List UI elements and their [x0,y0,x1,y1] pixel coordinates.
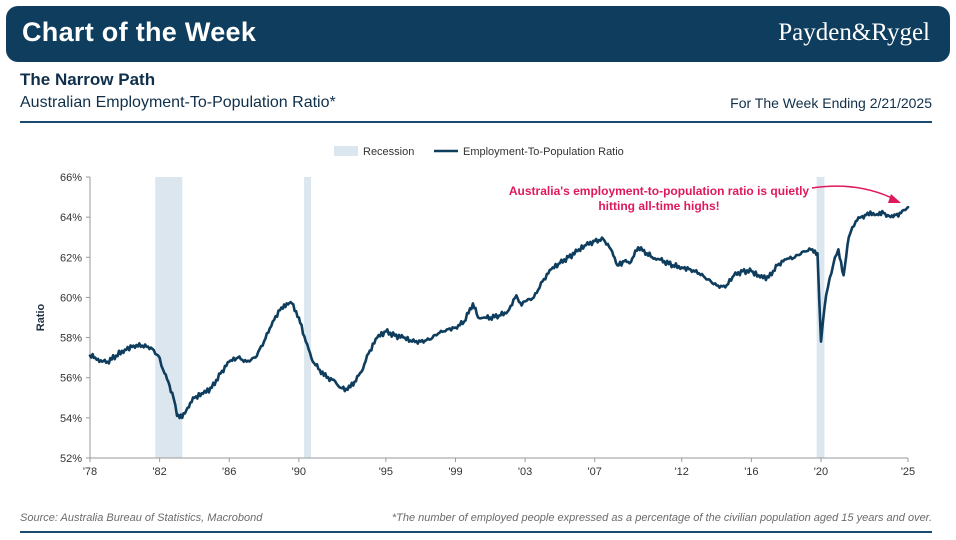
annotation-arrow [811,185,899,202]
recession-band [155,177,183,458]
y-tick-label: 64% [60,212,82,224]
y-tick-label: 52% [60,453,82,465]
banner: Chart of the Week Payden&Rygel [6,6,950,62]
week-ending-label: For The Week Ending 2/21/2025 [730,95,932,111]
chart-subtitle: Australian Employment-To-Population Rati… [20,94,336,111]
x-tick-label: '03 [518,466,532,478]
x-tick-label: '82 [152,466,166,478]
legend-recession-label: Recession [363,146,414,158]
x-tick-label: '95 [379,466,393,478]
header-divider [20,121,932,123]
series-line-employment-ratio [88,205,910,420]
footer-divider [20,531,932,533]
y-tick-label: 56% [60,373,82,385]
x-tick-label: '07 [588,466,602,478]
legend-line-label: Employment-To-Population Ratio [463,146,624,158]
y-tick-label: 62% [60,252,82,264]
x-tick-label: '90 [292,466,306,478]
y-tick-label: 66% [60,172,82,184]
x-tick-label: '20 [814,466,828,478]
annotation-text-line2: hitting all-time highs! [598,199,719,213]
y-tick-label: 58% [60,333,82,345]
y-axis-label: Ratio [35,303,47,331]
y-tick-label: 60% [60,292,82,304]
annotation: Australia's employment-to-population rat… [509,184,901,213]
x-tick-label: '78 [83,466,97,478]
x-tick-label: '12 [675,466,689,478]
chart: 52% 54% 56% 58% 60% 62% 64% 66% '78 '82 '86 '90 '95… [35,146,915,478]
legend: Recession Employment-To-Population Ratio [334,146,624,158]
source-note: Source: Australia Bureau of Statistics, … [20,512,263,524]
recession-band [304,177,312,458]
x-tick-label: '25 [901,466,915,478]
annotation-arrowhead [888,194,901,203]
y-ticks: 52% 54% 56% 58% 60% 62% 64% 66% [60,172,90,465]
x-ticks: '78 '82 '86 '90 '95 '99 '03 '07 '12 '16 '20 '25 [83,458,915,478]
y-tick-label: 54% [60,413,82,425]
banner-title: Chart of the Week [22,17,257,47]
brand-logo: Payden&Rygel [778,19,930,46]
legend-recession-swatch [334,146,358,156]
x-tick-label: '86 [222,466,236,478]
footnote: *The number of employed people expressed… [391,512,932,524]
chart-title: The Narrow Path [20,70,156,89]
x-tick-label: '16 [744,466,758,478]
annotation-text-line1: Australia's employment-to-population rat… [509,184,810,198]
x-tick-label: '99 [448,466,462,478]
